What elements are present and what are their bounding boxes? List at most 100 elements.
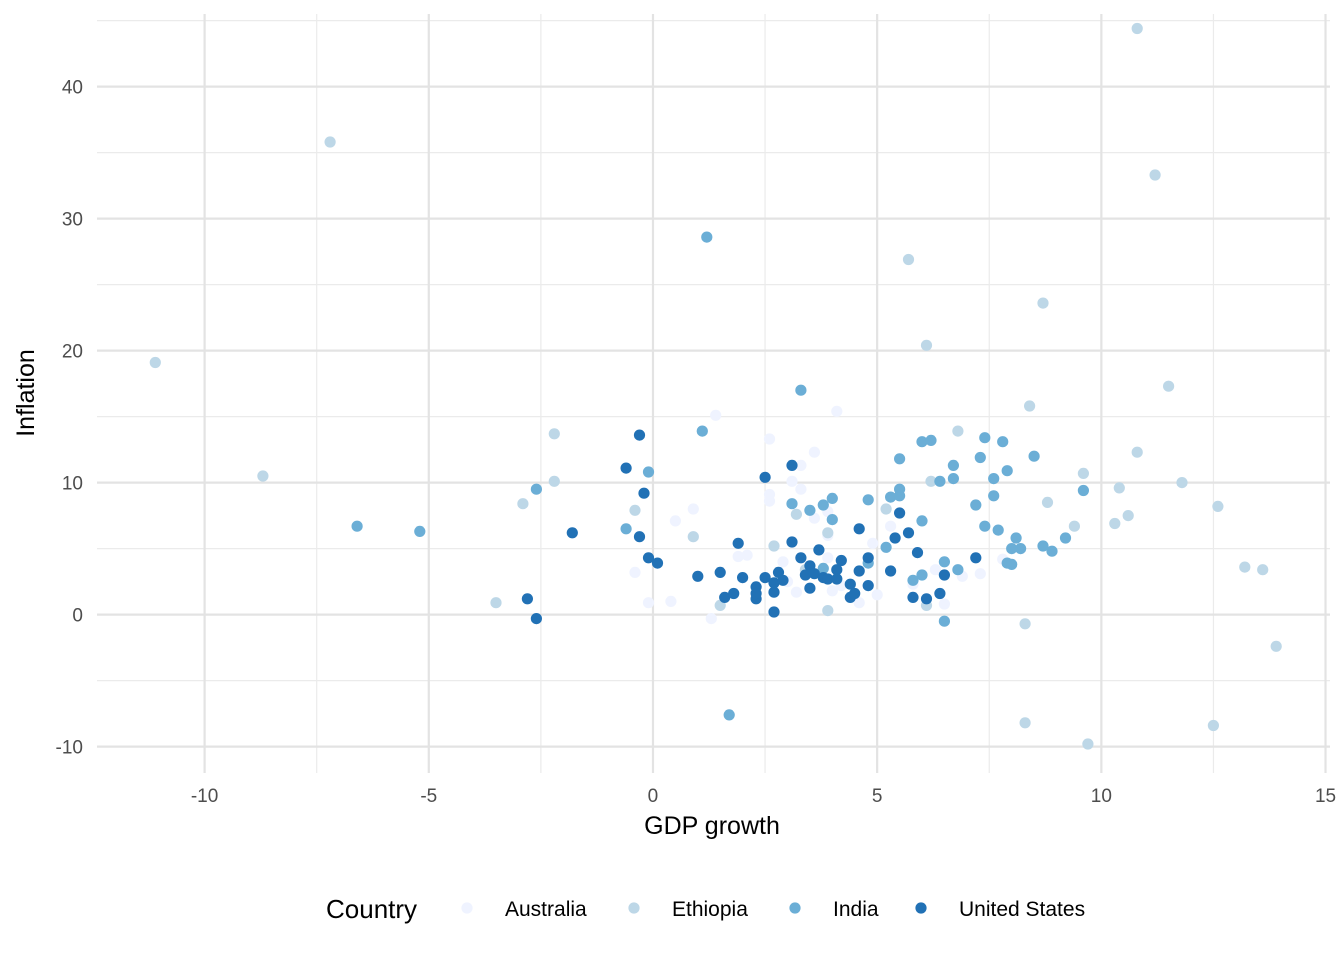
data-point <box>750 587 762 600</box>
data-point <box>786 459 798 471</box>
data-point <box>566 527 578 539</box>
data-point <box>759 471 771 483</box>
series-ethiopia <box>149 22 1282 750</box>
data-point <box>831 573 843 585</box>
data-point <box>952 564 964 576</box>
data-point <box>701 231 713 243</box>
data-point <box>920 339 933 351</box>
data-point <box>777 556 789 568</box>
data-point <box>1019 717 1031 729</box>
data-point <box>521 593 534 605</box>
data-point <box>786 498 798 510</box>
data-point <box>795 384 807 396</box>
data-point <box>1077 484 1089 497</box>
data-point <box>938 615 951 627</box>
data-point <box>826 492 838 504</box>
data-point <box>947 459 960 471</box>
data-point <box>548 428 560 440</box>
grid-minor-lines <box>97 14 1330 773</box>
data-point <box>938 569 951 581</box>
x-tick-label: 0 <box>648 786 659 807</box>
data-point <box>907 574 919 586</box>
data-point <box>880 503 892 515</box>
data-point <box>808 446 821 458</box>
data-point <box>916 515 928 527</box>
data-point <box>786 536 798 548</box>
data-point <box>880 541 892 553</box>
data-point <box>768 606 780 618</box>
data-point <box>732 550 744 563</box>
data-point <box>790 508 803 520</box>
data-point <box>642 552 655 564</box>
data-point <box>795 459 807 471</box>
data-point <box>853 565 865 577</box>
data-point <box>1131 446 1143 458</box>
data-point <box>817 499 829 511</box>
data-point <box>822 605 834 617</box>
legend-label: Australia <box>505 898 587 921</box>
data-point <box>1006 558 1018 571</box>
data-point <box>902 253 915 266</box>
data-point <box>831 564 843 576</box>
data-point <box>763 433 776 445</box>
data-point <box>737 572 749 584</box>
data-point <box>835 554 847 567</box>
data-point <box>777 574 789 586</box>
data-point <box>741 549 753 561</box>
data-point <box>714 566 726 579</box>
y-tick-label: 0 <box>72 606 83 627</box>
data-point <box>862 580 874 592</box>
series-united-states <box>521 429 982 625</box>
y-tick-label: 20 <box>62 342 83 363</box>
legend-title: Country <box>326 894 417 924</box>
data-point <box>938 556 951 568</box>
data-point <box>916 569 928 581</box>
legend-item: United States <box>915 898 1085 921</box>
data-point <box>974 568 986 580</box>
y-tick-label: -10 <box>56 738 83 759</box>
data-point <box>822 573 834 585</box>
data-point <box>1122 509 1134 522</box>
data-point <box>490 597 502 609</box>
x-tick-label: -10 <box>191 786 218 807</box>
data-point <box>808 568 821 580</box>
data-point <box>1109 517 1121 530</box>
data-point <box>768 586 780 598</box>
data-point <box>885 520 897 532</box>
data-point <box>728 587 740 600</box>
data-point <box>988 473 1000 485</box>
data-point <box>687 531 699 543</box>
legend-label: Ethiopia <box>672 898 748 921</box>
legend-key <box>461 902 473 914</box>
data-point <box>763 495 776 507</box>
data-point <box>817 562 829 575</box>
series-australia <box>629 405 1009 625</box>
data-point <box>853 523 865 535</box>
data-point <box>867 537 879 549</box>
legend-item: Australia <box>461 898 587 921</box>
data-point <box>723 709 735 721</box>
data-point <box>665 595 677 608</box>
data-point <box>1082 738 1094 750</box>
data-point <box>620 462 632 474</box>
data-point <box>795 552 807 564</box>
data-point <box>974 451 986 464</box>
data-point <box>1037 540 1049 552</box>
data-point <box>911 547 924 559</box>
data-point <box>351 520 363 532</box>
x-tick-label: -5 <box>420 786 437 807</box>
data-point <box>642 466 655 478</box>
data-point <box>1212 500 1224 512</box>
data-point <box>894 507 906 519</box>
data-point <box>638 487 650 499</box>
data-point <box>786 475 798 487</box>
data-point <box>831 405 843 417</box>
data-point <box>929 564 942 576</box>
data-point <box>804 504 816 516</box>
data-point <box>799 569 812 581</box>
data-point <box>620 523 632 535</box>
data-point <box>768 540 780 552</box>
x-tick-label: 5 <box>872 786 883 807</box>
data-point <box>629 504 641 516</box>
data-point <box>1068 520 1080 532</box>
